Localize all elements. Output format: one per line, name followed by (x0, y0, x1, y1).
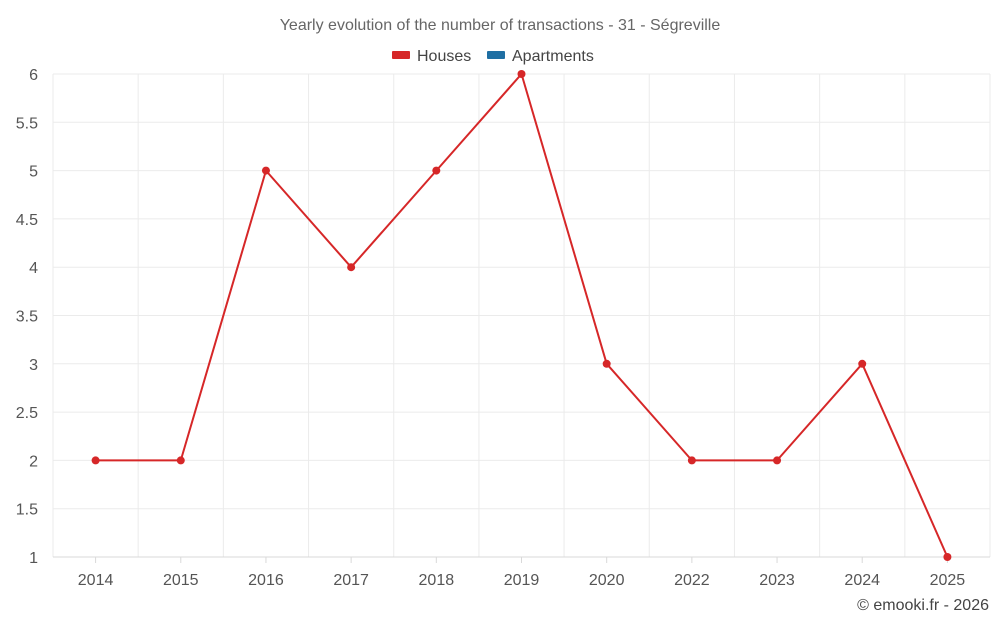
data-point-houses[interactable] (943, 553, 952, 561)
x-tick-label: 2023 (759, 572, 795, 589)
data-point-houses[interactable] (687, 456, 696, 465)
data-point-houses[interactable] (602, 359, 611, 368)
x-tick-label: 2017 (333, 572, 369, 589)
data-point-houses[interactable] (432, 166, 441, 175)
x-tick-label: 2014 (78, 572, 114, 589)
y-tick-label: 2 (29, 453, 38, 470)
legend-item-houses[interactable]: Houses (392, 48, 471, 65)
y-tick-label: 4.5 (16, 212, 38, 229)
y-tick-label: 1 (29, 550, 38, 567)
data-point-houses[interactable] (858, 359, 867, 368)
data-point-houses[interactable] (261, 166, 270, 175)
x-tick-label: 2018 (419, 572, 455, 589)
grid (52, 73, 991, 557)
x-tick-label: 2022 (674, 572, 710, 589)
data-point-houses[interactable] (773, 456, 782, 465)
data-point-houses[interactable] (91, 456, 100, 465)
legend-swatch-apartments (487, 51, 505, 59)
y-tick-label: 5 (29, 164, 38, 181)
y-tick-label: 6 (29, 67, 38, 84)
x-tick-label: 2015 (163, 572, 199, 589)
series-layer (91, 70, 952, 561)
y-tick-label: 2.5 (16, 405, 38, 422)
x-tick-label: 2024 (844, 572, 880, 589)
y-tick-label: 4 (29, 260, 38, 277)
y-tick-label: 3.5 (16, 309, 38, 326)
y-tick-label: 5.5 (16, 115, 38, 132)
credit-text: © emooki.fr - 2026 (857, 597, 989, 614)
chart-title: Yearly evolution of the number of transa… (280, 17, 721, 34)
legend-item-apartments[interactable]: Apartments (487, 48, 594, 65)
legend-label-houses: Houses (417, 48, 471, 65)
data-point-houses[interactable] (517, 70, 526, 78)
y-axis: 1 1.5 2 2.5 3 3.5 4 4.5 5 5.5 6 (16, 67, 38, 567)
x-tick-label: 2019 (504, 572, 540, 589)
x-tick-label: 2025 (930, 572, 966, 589)
y-tick-label: 1.5 (16, 502, 38, 519)
data-point-houses[interactable] (176, 456, 185, 465)
x-tick-label: 2016 (248, 572, 284, 589)
data-point-houses[interactable] (347, 263, 356, 272)
legend: Houses Apartments (392, 48, 594, 65)
y-tick-label: 3 (29, 357, 38, 374)
legend-swatch-houses (392, 51, 410, 59)
x-tick-label: 2020 (589, 572, 625, 589)
x-axis: 2014 2015 2016 2017 2018 2019 2020 2022 2023 2024… (53, 556, 990, 589)
legend-label-apartments: Apartments (512, 48, 594, 65)
